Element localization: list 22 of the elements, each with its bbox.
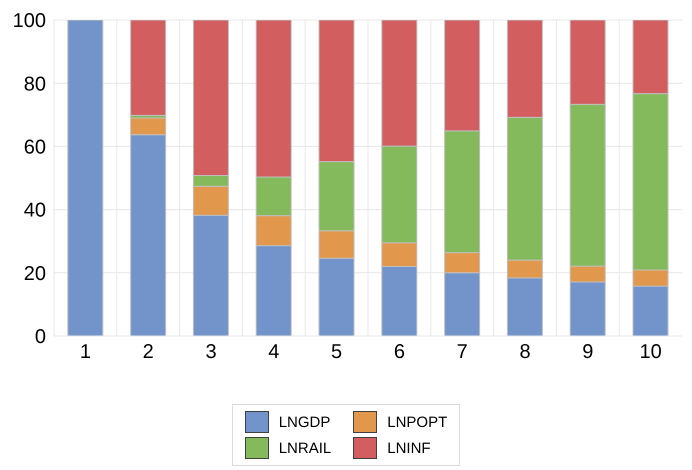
x-tick-label: 1 (80, 341, 91, 364)
x-tick-label: 8 (519, 341, 531, 364)
x-tick-label: 6 (394, 341, 405, 364)
x-tick-label: 10 (639, 341, 662, 364)
x-tick-label: 9 (582, 341, 594, 364)
x-tick-label: 3 (205, 341, 217, 364)
y-tick-label: 0 (34, 326, 46, 348)
y-tick-label: 40 (24, 200, 46, 222)
x-tick-label: 7 (456, 341, 468, 364)
legend-label: LNRAIL (278, 440, 332, 456)
bar (130, 20, 166, 116)
y-tick-label: 20 (24, 262, 46, 285)
y-tick-label: 60 (24, 136, 46, 158)
x-tick-label: 5 (331, 341, 342, 364)
legend-label: LNPOPT (387, 414, 448, 430)
bar (67, 20, 104, 336)
legend-label: LNINF (387, 440, 431, 456)
legend-label: LNGDP (278, 414, 330, 430)
x-tick-label: 4 (268, 341, 280, 364)
x-tick-label: 2 (142, 341, 154, 364)
y-tick-label: 80 (24, 73, 46, 96)
y-tick-label: 100 (12, 10, 46, 32)
